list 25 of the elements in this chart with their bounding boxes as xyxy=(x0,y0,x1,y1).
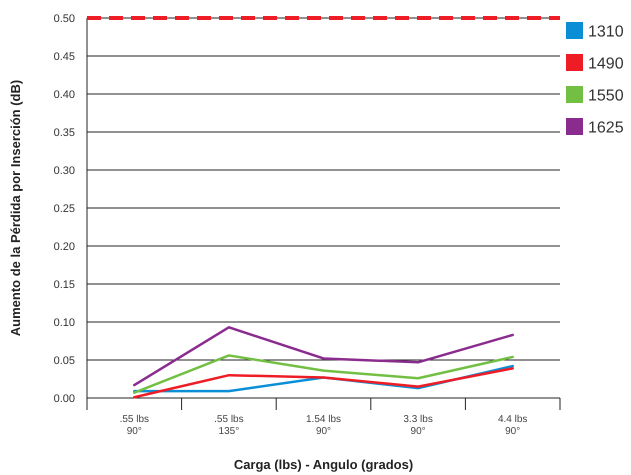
x-tick-label: 3.3 lbs 90° xyxy=(403,414,433,437)
y-tick-label: 0.25 xyxy=(54,202,75,215)
legend-label: 1490 xyxy=(588,56,624,73)
y-tick-label: 0.00 xyxy=(54,392,75,405)
y-tick-label: 0.50 xyxy=(54,12,75,25)
y-tick-label: 0.05 xyxy=(54,354,75,367)
line-series xyxy=(133,367,514,398)
x-tick-label: .55 lbs 135° xyxy=(214,414,244,437)
legend-label: 1550 xyxy=(588,88,624,105)
x-tick-label: 1.54 lbs 90° xyxy=(306,414,342,437)
y-axis-title: Aumento de la Pérdida por Inserción (dB) xyxy=(8,80,23,336)
legend-label: 1310 xyxy=(588,24,624,41)
y-tick-label: 0.30 xyxy=(54,164,75,177)
y-tick-label: 0.10 xyxy=(54,316,75,329)
y-tick-label: 0.45 xyxy=(54,50,75,63)
legend-label: 1625 xyxy=(588,120,624,137)
x-tick-label: .55 lbs 90° xyxy=(120,414,150,437)
y-tick-label: 0.40 xyxy=(54,88,75,101)
y-tick-label: 0.35 xyxy=(54,126,75,139)
x-tick-label: 4.4 lbs 90° xyxy=(498,414,528,437)
y-tick-label: 0.20 xyxy=(54,240,75,253)
line-series xyxy=(133,326,514,386)
line-series xyxy=(133,354,514,394)
y-tick-label: 0.15 xyxy=(54,278,75,291)
x-axis-title: Carga (lbs) - Angulo (grados) xyxy=(234,457,414,472)
